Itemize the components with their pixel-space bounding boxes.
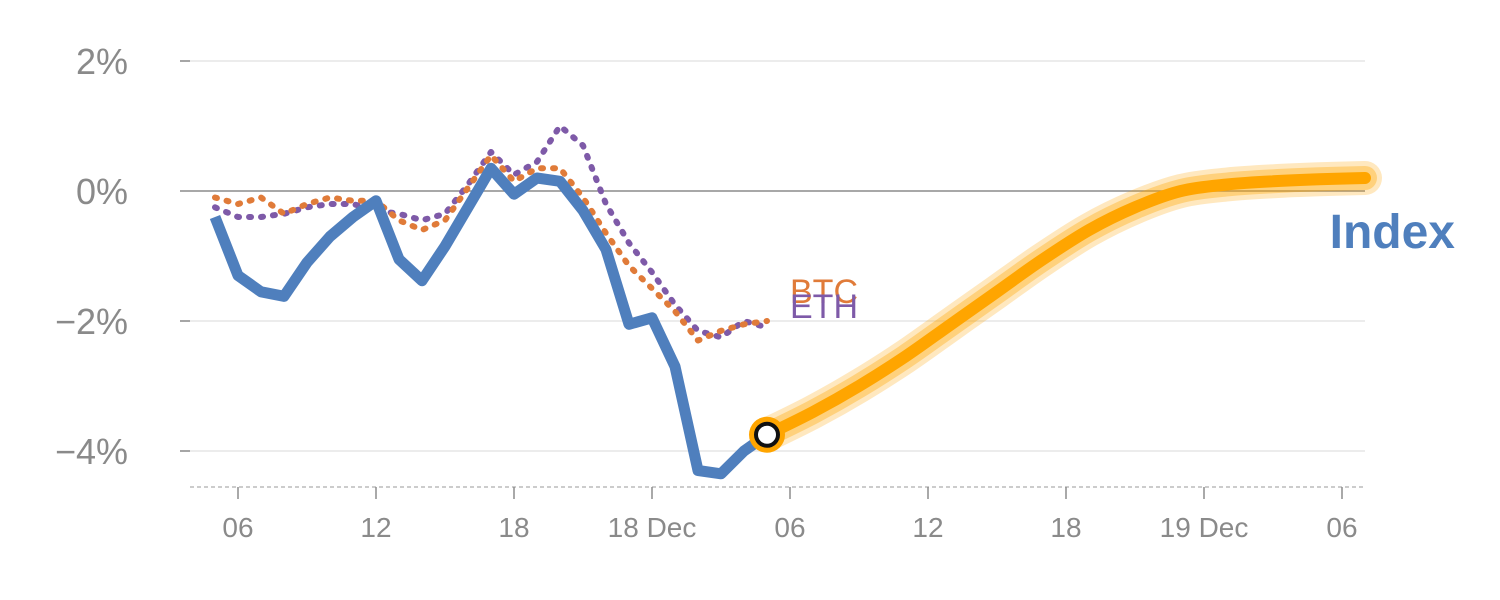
- series: [209, 123, 1382, 480]
- x-tick-label: 19 Dec: [1160, 512, 1249, 543]
- y-tick-label: 0%: [76, 171, 128, 212]
- y-tick-label: 2%: [76, 41, 128, 82]
- forecast-line: [761, 172, 1371, 441]
- highlight-point: [754, 421, 780, 448]
- series-line-btc: [212, 152, 770, 344]
- x-tick-label: 06: [1326, 512, 1357, 543]
- series-label-btc: BTC: [790, 273, 858, 311]
- x-tick-label: 06: [222, 512, 253, 543]
- y-tick-label: −4%: [55, 431, 128, 472]
- series-labels: BTC ETH Index: [790, 206, 1455, 326]
- series-line-eth: [212, 123, 770, 341]
- x-tick-label: 12: [912, 512, 943, 543]
- series-line-index: [209, 162, 771, 480]
- x-tick-label: 18: [1050, 512, 1081, 543]
- x-tick-label: 06: [774, 512, 805, 543]
- x-tick-label: 18: [498, 512, 529, 543]
- x-tick-label: 18 Dec: [608, 512, 697, 543]
- series-label-index: Index: [1330, 206, 1456, 259]
- x-tick-label: 12: [360, 512, 391, 543]
- axes: 2% 0% −2% −4% 06 12 18 18 Dec 06 12 18 19 Dec 06: [55, 41, 1365, 543]
- gridlines: [180, 60, 1365, 452]
- y-tick-label: −2%: [55, 301, 128, 342]
- series-label-eth: ETH: [790, 288, 858, 326]
